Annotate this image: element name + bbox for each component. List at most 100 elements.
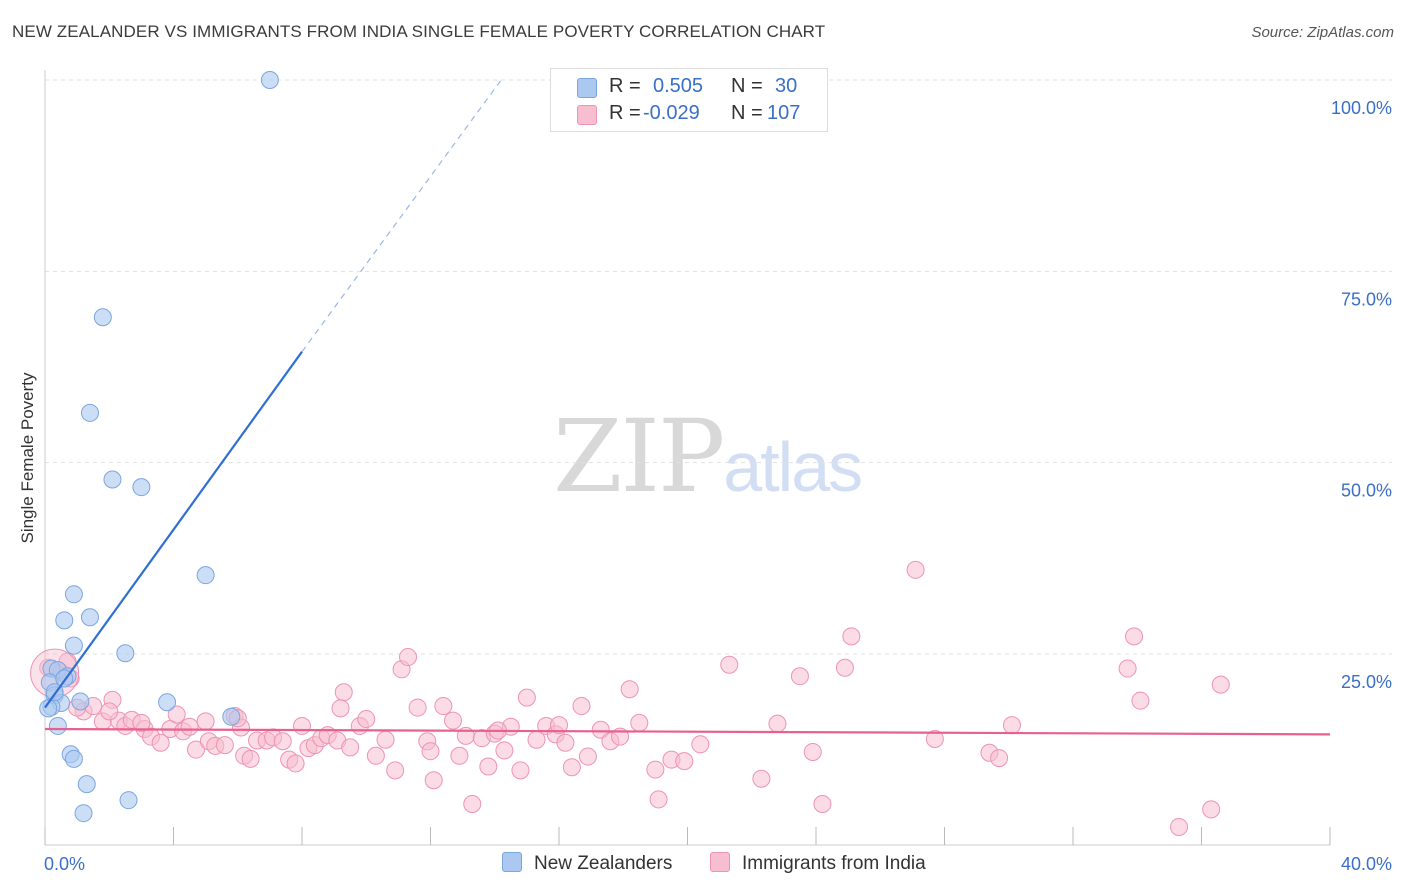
india-point xyxy=(1170,817,1189,836)
india-point xyxy=(1118,659,1137,678)
india-point xyxy=(215,736,234,755)
india-point xyxy=(386,761,405,780)
new-zealander-point xyxy=(80,403,99,422)
new-zealander-point xyxy=(119,791,138,810)
new-zealander-point xyxy=(64,636,83,655)
india-point xyxy=(752,769,771,788)
new-zealander-point xyxy=(196,566,215,585)
india-point xyxy=(186,740,205,759)
india-point xyxy=(286,754,305,773)
legend-r-label: R = xyxy=(609,102,641,124)
legend-swatch-pink xyxy=(577,105,597,125)
new-zealander-point xyxy=(222,707,241,726)
new-zealander-point xyxy=(55,611,74,630)
india-point xyxy=(408,698,427,717)
new-zealander-point xyxy=(64,585,83,604)
correlation-legend: R = 0.505 N = 30 R = -0.029 N = 107 xyxy=(550,68,828,132)
india-point xyxy=(1211,675,1230,694)
india-point xyxy=(572,697,591,716)
chart-title: NEW ZEALANDER VS IMMIGRANTS FROM INDIA S… xyxy=(12,22,826,41)
india-point xyxy=(803,742,822,761)
legend-row-new-zealanders: R = 0.505 N = 30 xyxy=(551,73,827,99)
india-point xyxy=(434,697,453,716)
india-point xyxy=(273,732,292,751)
india-point xyxy=(334,683,353,702)
india-point xyxy=(443,711,462,730)
india-point xyxy=(331,699,350,718)
india-point xyxy=(720,655,739,674)
india-point xyxy=(511,761,530,780)
legend-row-immigrants-india: R = -0.029 N = 107 xyxy=(551,100,827,126)
x-tick-label: 40.0% xyxy=(1341,854,1392,874)
india-point xyxy=(578,747,597,766)
india-point xyxy=(591,720,610,739)
new-zealander-point xyxy=(64,749,83,768)
india-point xyxy=(399,648,418,667)
india-point xyxy=(450,746,469,765)
india-point xyxy=(925,729,944,748)
bottom-legend-immigrants-india: Immigrants from India xyxy=(710,852,926,875)
x-tick-label: 0.0% xyxy=(44,854,85,874)
new-zealander-point xyxy=(71,692,90,711)
india-point xyxy=(691,735,710,754)
new-zealander-trendline xyxy=(44,351,303,709)
india-point xyxy=(421,742,440,761)
legend-n-label: N = xyxy=(731,102,763,124)
india-point xyxy=(341,738,360,757)
new-zealander-point xyxy=(39,699,58,718)
legend-r-value: 0.505 xyxy=(653,75,704,97)
new-zealander-point xyxy=(77,775,96,794)
india-point xyxy=(550,716,568,735)
india-point xyxy=(151,733,170,752)
new-zealander-point xyxy=(93,308,112,327)
legend-n-label: N = xyxy=(731,75,763,97)
watermark: ZIPatlas xyxy=(553,398,863,515)
india-point xyxy=(376,730,395,749)
india-point xyxy=(906,560,925,579)
y-axis-label: Single Female Poverty xyxy=(18,372,37,544)
india-point xyxy=(790,667,809,686)
india-point xyxy=(675,752,694,771)
india-trendline xyxy=(44,727,1331,736)
legend-r-label: R = xyxy=(609,75,641,97)
legend-r-value: -0.029 xyxy=(643,102,700,124)
new-zealander-point xyxy=(132,478,151,497)
india-point xyxy=(479,757,498,776)
watermark-zip: ZIP xyxy=(553,398,725,515)
bottom-legend-swatch-blue xyxy=(502,852,522,872)
bottom-legend-swatch-pink xyxy=(710,852,730,872)
india-point xyxy=(556,733,575,752)
india-point xyxy=(813,795,832,814)
legend-swatch-blue xyxy=(577,78,597,98)
india-point xyxy=(293,716,311,735)
india-point xyxy=(495,741,514,760)
india-point xyxy=(241,749,260,768)
watermark-atlas: atlas xyxy=(723,428,863,506)
y-tick-label: 25.0% xyxy=(1341,672,1392,692)
india-point xyxy=(1131,691,1150,710)
india-point xyxy=(768,714,787,733)
source-label: Source: ZipAtlas.com xyxy=(1251,24,1394,41)
new-zealander-point xyxy=(48,716,67,735)
india-point xyxy=(167,705,186,724)
new-zealander-point xyxy=(80,608,99,627)
new-zealander-point xyxy=(74,804,93,823)
india-point xyxy=(620,680,639,699)
new-zealander-point xyxy=(260,71,279,89)
y-tick-label: 75.0% xyxy=(1341,289,1392,309)
india-point xyxy=(630,713,649,732)
y-tick-label: 100.0% xyxy=(1331,98,1392,118)
india-point xyxy=(357,710,376,729)
india-point xyxy=(1125,627,1144,646)
new-zealander-point xyxy=(158,693,177,712)
india-point xyxy=(835,658,854,677)
india-point xyxy=(463,795,482,814)
india-point xyxy=(517,688,536,707)
india-point xyxy=(366,746,385,765)
legend-n-value: 30 xyxy=(775,75,798,97)
india-point xyxy=(1202,800,1221,819)
india-point xyxy=(132,713,151,732)
y-tick-label: 50.0% xyxy=(1341,481,1392,501)
bottom-legend-label: New Zealanders xyxy=(534,853,673,874)
india-point xyxy=(562,758,581,777)
